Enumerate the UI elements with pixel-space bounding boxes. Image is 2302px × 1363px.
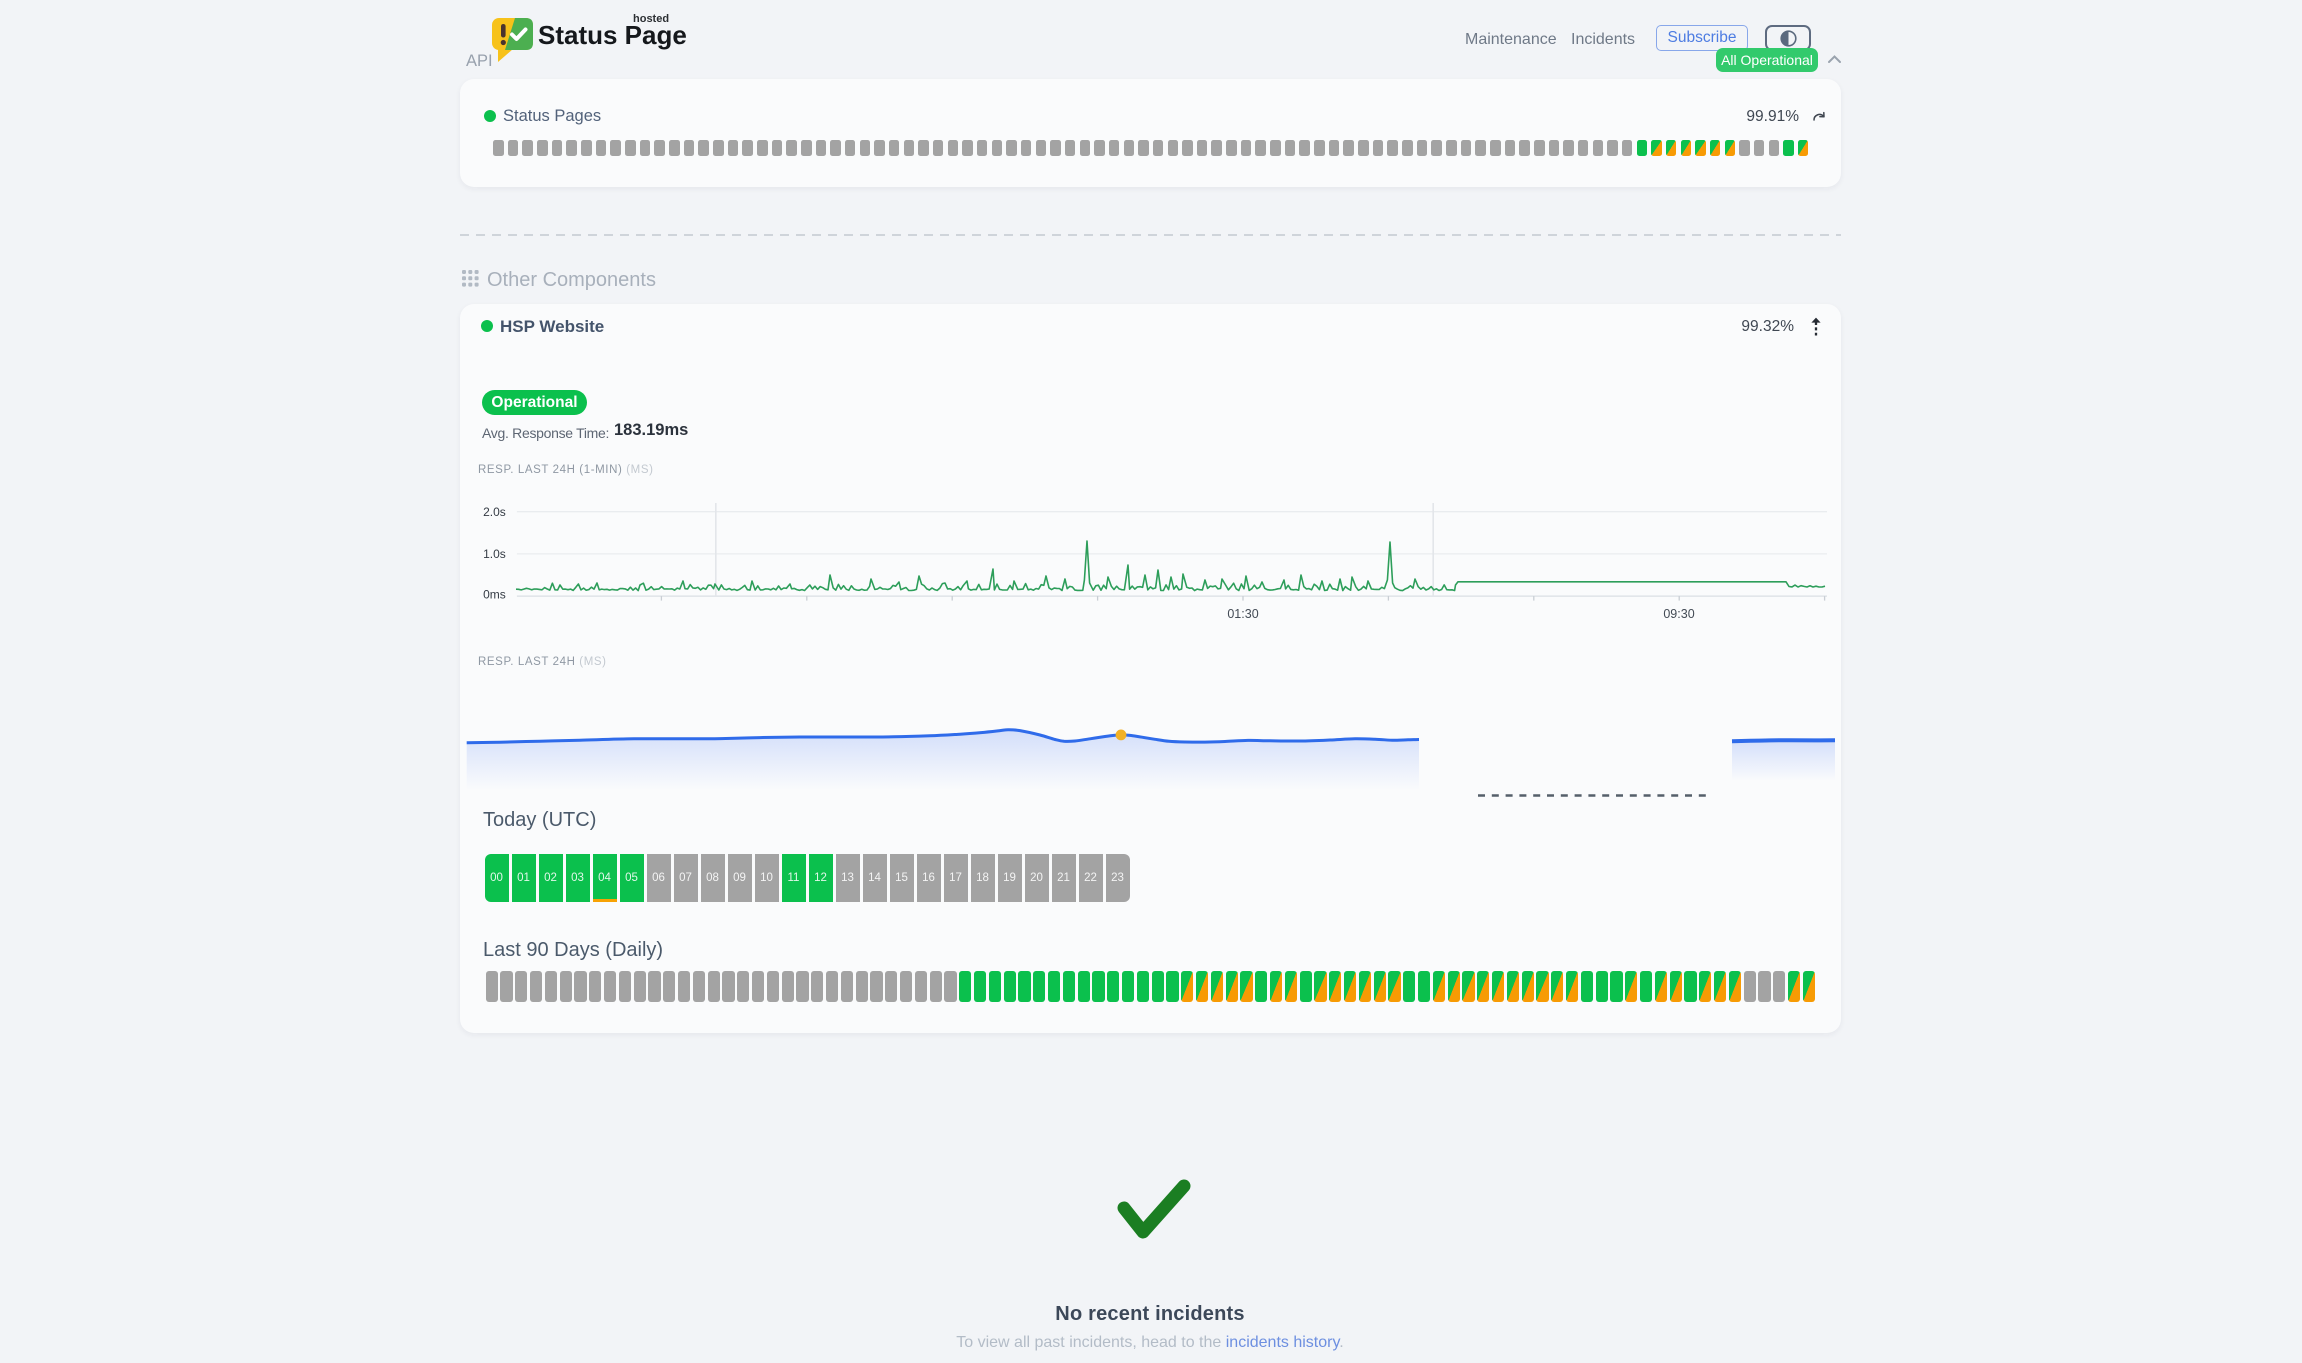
svg-text:1.0s: 1.0s — [483, 547, 506, 561]
svg-text:01:30: 01:30 — [1227, 607, 1258, 621]
svg-text:2.0s: 2.0s — [483, 505, 506, 519]
svg-text:0ms: 0ms — [483, 588, 506, 602]
svg-text:09:30: 09:30 — [1663, 607, 1694, 621]
